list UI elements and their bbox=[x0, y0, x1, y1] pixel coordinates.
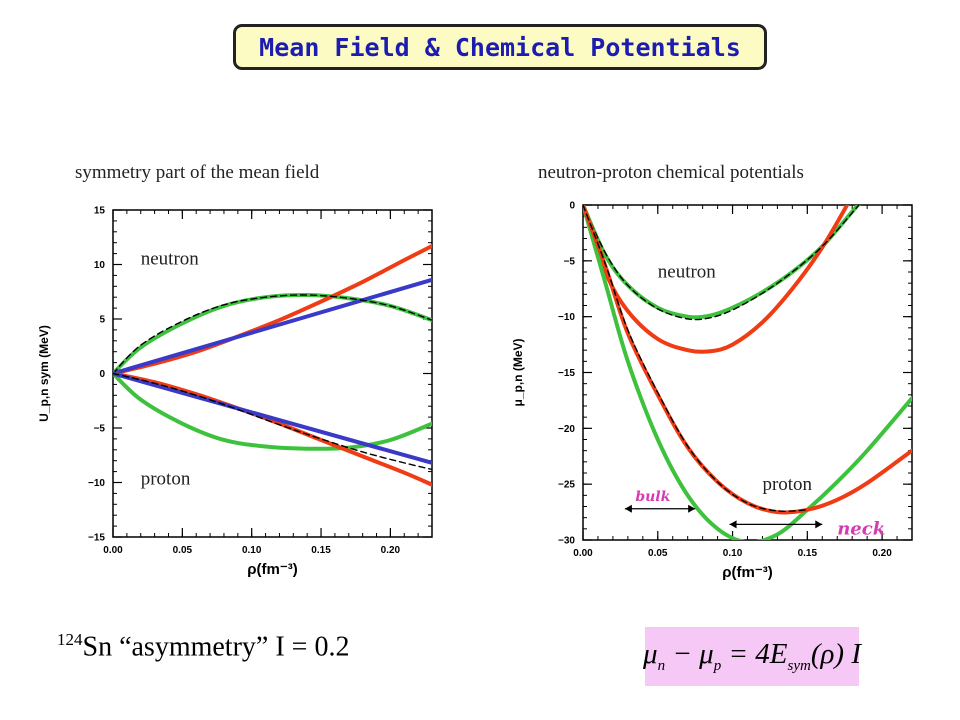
mean-field-ytick-label: 10 bbox=[94, 260, 106, 271]
formula-box: μn − μp = 4Esym(ρ) I bbox=[643, 627, 861, 686]
mean-field-x-axis-label: ρ(fm⁻³) bbox=[247, 561, 298, 578]
page-title: Mean Field & Chemical Potentials bbox=[259, 32, 741, 62]
mean-field-ytick-label: 0 bbox=[99, 369, 105, 380]
formula-text: μn − μp = 4Esym(ρ) I bbox=[643, 638, 861, 674]
chem-pot-series-4-line bbox=[583, 205, 912, 515]
chem-pot-series-2-line bbox=[583, 205, 860, 321]
chem-pot-ytick-label: −10 bbox=[558, 312, 575, 323]
mean-field-annotation-neutron: neutron bbox=[141, 249, 200, 270]
mass-number: 124 bbox=[57, 630, 83, 649]
mean-field-series-7-line bbox=[113, 372, 432, 471]
chem-pot-annotation-bulk: bulk bbox=[635, 489, 670, 505]
mean-field-series-2-line bbox=[113, 277, 432, 376]
mean-field-xtick-label: 0.00 bbox=[103, 545, 123, 556]
chem-pot-arrowhead-right-1 bbox=[815, 520, 823, 529]
mean-field-xtick-label: 0.10 bbox=[242, 545, 262, 556]
mean-field-ytick-label: −5 bbox=[94, 424, 106, 435]
mean-field-xtick-label: 0.05 bbox=[173, 545, 193, 556]
chem-pot-annotation-neck: neck bbox=[837, 518, 885, 539]
chem-pot-xtick-label: 0.20 bbox=[872, 548, 892, 559]
title-banner: Mean Field & Chemical Potentials bbox=[233, 24, 767, 70]
mean-field-xtick-label: 0.20 bbox=[381, 545, 401, 556]
asymmetry-statement: 124Sn “asymmetry” I = 0.2 bbox=[57, 630, 349, 663]
mean-field-ytick-label: −15 bbox=[88, 533, 105, 544]
right-chart-caption: neutron-proton chemical potentials bbox=[538, 162, 804, 183]
chem-pot-ytick-label: −15 bbox=[558, 368, 575, 379]
chem-pot-arrowhead-left-0 bbox=[624, 504, 632, 513]
mean-field-series-6-line bbox=[113, 371, 432, 465]
asymmetry-text: Sn “asymmetry” I = 0.2 bbox=[82, 631, 350, 663]
chem-pot-ytick-label: 0 bbox=[569, 201, 575, 212]
mean-field-y-axis-label: U_p,n sym (MeV) bbox=[37, 325, 51, 422]
chem-pot-arrowhead-right-0 bbox=[688, 504, 696, 513]
mean-field-series-3-line bbox=[113, 294, 432, 375]
chem-pot-xtick-label: 0.05 bbox=[648, 548, 668, 559]
mean-field-ytick-label: 5 bbox=[99, 315, 105, 326]
chem-pot-xtick-label: 0.15 bbox=[798, 548, 818, 559]
chem-pot-series-1-line bbox=[583, 205, 850, 354]
mean-field-series-5-line bbox=[113, 371, 432, 487]
mean-field-ytick-label: −10 bbox=[88, 478, 105, 489]
mean-field-ytick-label: 15 bbox=[94, 206, 106, 217]
chem-pot-ytick-label: −5 bbox=[564, 256, 576, 267]
chem-pot-series-0-line bbox=[583, 205, 861, 320]
chem-pot-series-3-line bbox=[583, 205, 912, 540]
chem-pot-ytick-label: −20 bbox=[558, 424, 575, 435]
chem-pot-annotation-proton: proton bbox=[762, 474, 812, 495]
mean-field-series-1-line bbox=[113, 243, 432, 376]
chem-pot-series-5-line bbox=[583, 205, 809, 512]
mean-field-annotation-proton: proton bbox=[141, 469, 191, 490]
chem-pot-ytick-label: −30 bbox=[558, 536, 575, 547]
mean-field-series-4-line bbox=[113, 371, 432, 451]
chem-pot-y-axis-label: μ_p,n (MeV) bbox=[511, 338, 525, 406]
mean-field-xtick-label: 0.15 bbox=[311, 545, 331, 556]
left-chart-caption: symmetry part of the mean field bbox=[75, 162, 320, 183]
chem-pot-annotation-neutron: neutron bbox=[658, 262, 717, 283]
chem-pot-xtick-label: 0.10 bbox=[723, 548, 743, 559]
chem-pot-ytick-label: −25 bbox=[558, 480, 575, 491]
chem-pot-xtick-label: 0.00 bbox=[573, 548, 593, 559]
chem-pot-arrowhead-left-1 bbox=[729, 520, 737, 529]
chem-pot-x-axis-label: ρ(fm⁻³) bbox=[722, 564, 773, 581]
